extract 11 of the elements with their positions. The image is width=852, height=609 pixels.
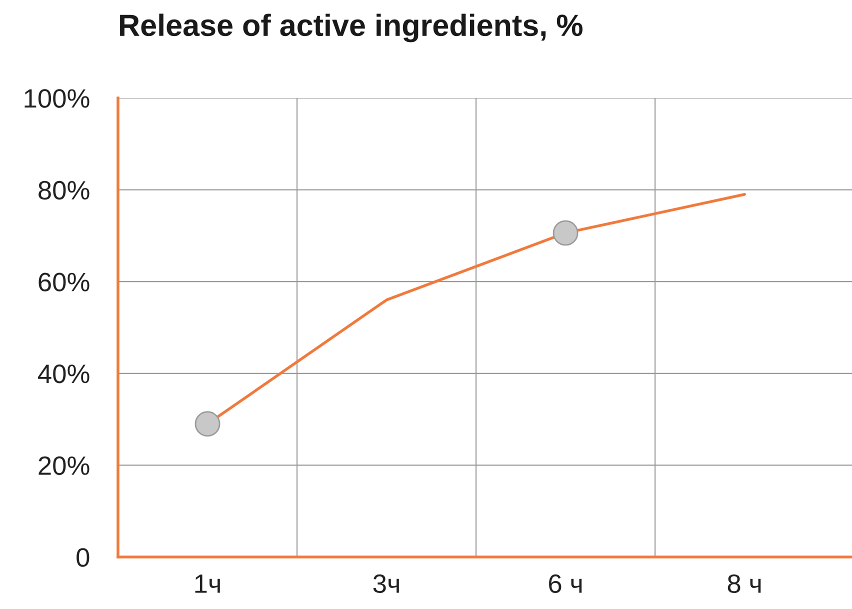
x-tick-label: 1ч xyxy=(195,574,220,593)
x-tick-label: 8 ч xyxy=(728,574,761,594)
y-tick-label: 100% xyxy=(24,89,90,108)
y-tick-label: 40% xyxy=(38,364,90,384)
y-tick-label: 0 xyxy=(76,548,90,567)
x-tick-label: 3ч xyxy=(373,574,399,594)
y-tick-label: 80% xyxy=(38,180,90,200)
chart-title: Release of active ingredients, % xyxy=(120,14,582,42)
y-tick-label: 20% xyxy=(38,456,90,476)
y-tick-label: 60% xyxy=(38,272,90,292)
x-tick-label: 6 ч xyxy=(549,574,582,594)
